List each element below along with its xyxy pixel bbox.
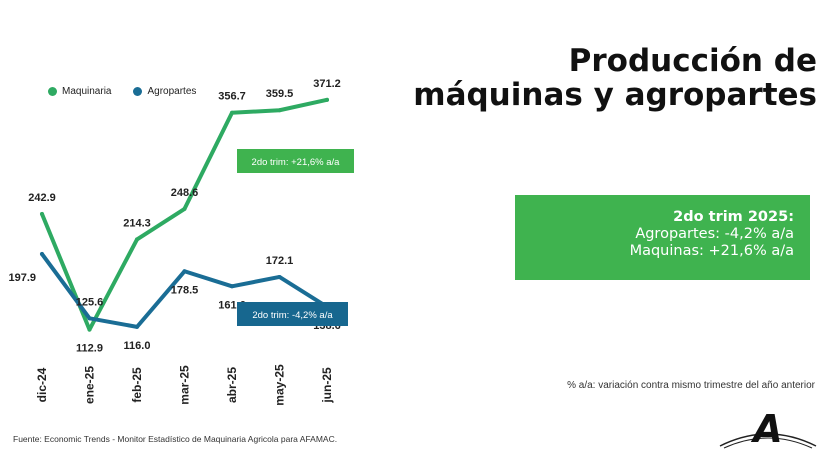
- data-label-maquinaria-6: 371.2: [313, 78, 341, 90]
- summary-maquinas: Maquinas: +21,6% a/a: [629, 243, 794, 259]
- chart-title: Producción de máquinas y agropartes: [337, 44, 817, 112]
- point-maquinaria-5: [277, 108, 282, 113]
- point-maquinaria-3: [182, 206, 187, 211]
- data-label-maquinaria-4: 356.7: [218, 91, 246, 103]
- source-note: Fuente: Economic Trends - Monitor Estadí…: [13, 434, 338, 444]
- data-label-maquinaria-1: 112.9: [76, 343, 103, 355]
- point-agropartes-5: [277, 274, 282, 279]
- summary-agropartes: Agropartes: -4,2% a/a: [635, 226, 794, 242]
- afamac-logo: A: [719, 407, 817, 451]
- x-tick-label-4: abr-25: [225, 367, 239, 403]
- callout-box-maquinaria: [237, 149, 354, 173]
- point-agropartes-4: [230, 284, 234, 289]
- x-tick-label-1: ene-25: [83, 366, 97, 404]
- data-label-maquinaria-3: 248.6: [171, 187, 199, 199]
- legend: Maquinaria Agropartes: [48, 86, 218, 97]
- point-agropartes-3: [182, 269, 187, 274]
- x-tick-label-0: dic-24: [35, 367, 49, 402]
- legend-label-maquinaria: Maquinaria: [62, 86, 112, 97]
- data-label-agropartes-5: 172.1: [266, 255, 294, 267]
- x-tick-label-6: jun-25: [320, 367, 334, 404]
- point-maquinaria-4: [230, 110, 234, 115]
- legend-label-agropartes: Agropartes: [147, 86, 197, 97]
- point-agropartes-2: [135, 324, 139, 329]
- x-tick-label-3: mar-25: [178, 365, 192, 405]
- footnote: % a/a: variación contra mismo trimestre …: [567, 380, 815, 391]
- legend-item-agropartes: Agropartes: [133, 86, 196, 97]
- title-line-2: máquinas y agropartes: [413, 77, 817, 113]
- point-agropartes-1: [87, 316, 92, 321]
- callout-text-maquinaria: 2do trim: +21,6% a/a: [252, 157, 341, 168]
- logo-letter: A: [750, 407, 782, 451]
- callout-box-agropartes: [237, 302, 348, 326]
- summary-box: 2do trim 2025: Agropartes: -4,2% a/a Maq…: [515, 195, 810, 280]
- title-line-1: Producción de: [568, 43, 817, 79]
- data-label-maquinaria-0: 242.9: [28, 192, 56, 204]
- point-maquinaria-2: [135, 237, 139, 242]
- x-tick-label-5: may-25: [273, 364, 287, 406]
- callout-text-agropartes: 2do trim: -4,2% a/a: [252, 310, 333, 321]
- data-label-agropartes-3: 178.5: [171, 284, 199, 296]
- data-label-agropartes-1: 125.6: [76, 296, 104, 308]
- legend-item-maquinaria: Maquinaria: [48, 86, 111, 97]
- summary-title: 2do trim 2025:: [673, 209, 794, 225]
- point-agropartes-0: [40, 252, 44, 257]
- x-tick-label-2: feb-25: [130, 367, 144, 403]
- point-maquinaria-6: [325, 97, 329, 102]
- point-maquinaria-0: [40, 211, 44, 216]
- data-label-agropartes-0: 197.9: [8, 272, 36, 284]
- data-label-agropartes-2: 116.0: [124, 340, 151, 352]
- data-label-maquinaria-5: 359.5: [266, 88, 294, 100]
- data-label-maquinaria-2: 214.3: [123, 217, 151, 229]
- legend-swatch-maquinaria: [48, 87, 57, 96]
- point-maquinaria-1: [87, 327, 92, 332]
- legend-swatch-agropartes: [133, 87, 143, 96]
